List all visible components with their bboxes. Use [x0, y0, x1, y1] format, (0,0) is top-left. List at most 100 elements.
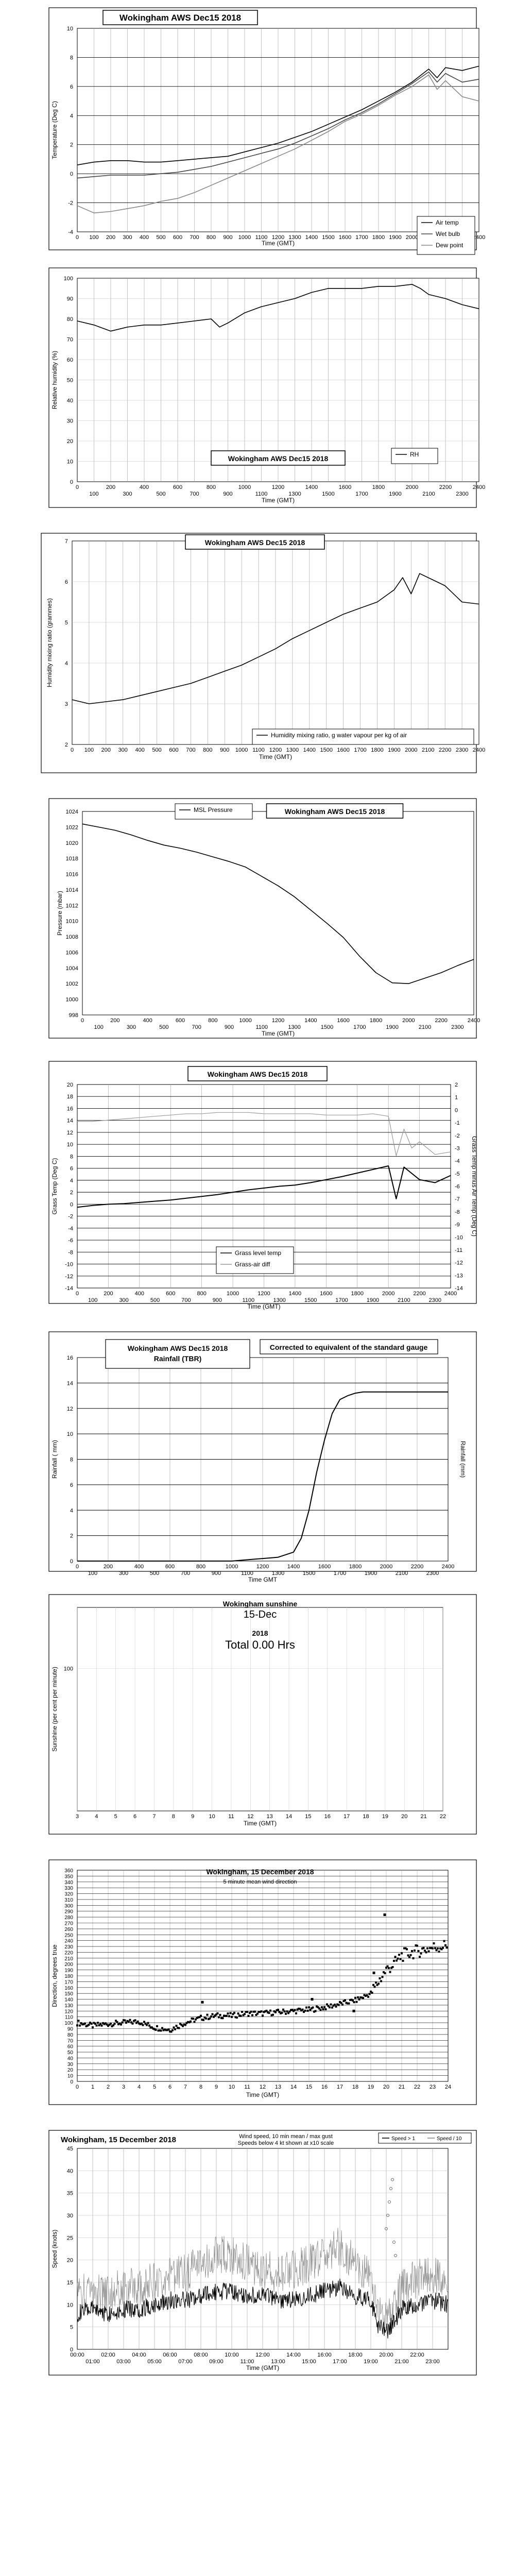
x-tick-label: 600	[166, 1291, 175, 1297]
y-tick-label: 998	[69, 1012, 78, 1019]
mixing-ratio-chart: Wokingham AWS Dec15 2018 2 3 4 5 6 7 0 100 200 300…	[41, 533, 485, 773]
y-tick-label: 5	[65, 620, 68, 626]
y-tick-label: 360	[64, 1868, 73, 1874]
y-tick-label: 0	[70, 479, 73, 485]
x-tick-label: 600	[169, 747, 178, 753]
x-tick-label: 1500	[322, 491, 334, 497]
scatter-point	[113, 2023, 116, 2025]
scatter-point	[184, 2024, 186, 2026]
scatter-point	[92, 2026, 94, 2029]
scatter-point	[363, 1994, 366, 1996]
y-tick-label: 2	[70, 1190, 73, 1196]
x-tick-label: 400	[135, 1291, 144, 1297]
x-tick-label: 2200	[435, 1018, 447, 1024]
x-tick-label: 21	[421, 1814, 427, 1820]
scatter-point	[87, 2024, 89, 2027]
scatter-point	[308, 2006, 310, 2009]
y-tick-label: 250	[64, 1933, 73, 1938]
scatter-point	[210, 2015, 212, 2018]
y-tick-label: 80	[67, 2032, 74, 2038]
scatter-point	[167, 2028, 170, 2031]
scatter-point	[228, 2015, 230, 2018]
scatter-point	[379, 1977, 381, 1979]
scatter-point	[80, 2022, 82, 2024]
scatter-point	[425, 1951, 427, 1954]
series-line-grass-air-diff	[77, 1112, 451, 1156]
scatter-point	[89, 2022, 91, 2024]
gust-points	[385, 2178, 397, 2257]
x-axis-label: Time (GMT)	[247, 1303, 280, 1310]
scatter-point	[281, 2011, 283, 2014]
total-label: Total 0.00 Hrs	[225, 1638, 295, 1651]
scatter-point	[188, 2021, 191, 2024]
scatter-point	[218, 2016, 220, 2019]
x-tick-label: 400	[134, 1564, 144, 1570]
scatter-point	[427, 1950, 430, 1953]
legend: MSL Pressure	[175, 803, 253, 820]
legend: Humidity mixing ratio, g water vapour pe…	[252, 728, 474, 745]
x-tick-label: 1900	[389, 491, 401, 497]
scatter-point	[221, 2017, 224, 2020]
scatter-point	[125, 2022, 127, 2024]
x-tick-label: 06:00	[163, 2352, 177, 2358]
x-tick-label: 1600	[339, 484, 351, 490]
x-tick-label: 16	[321, 2084, 328, 2090]
x-tick-label: 400	[140, 234, 149, 241]
x-tick-label: 19	[368, 2084, 374, 2090]
plot-area	[82, 811, 474, 1015]
scatter-point	[287, 2012, 289, 2014]
scatter-point	[336, 2003, 338, 2006]
y-tick-label: -12	[65, 1274, 73, 1280]
scatter-point	[260, 2010, 263, 2013]
y-tick-label: 12	[67, 1406, 73, 1412]
scatter-point	[231, 2015, 233, 2018]
scatter-point	[327, 2005, 330, 2007]
scatter-point	[159, 2029, 161, 2031]
scatter-point	[102, 2022, 104, 2024]
x-axis-label: Time (GMT)	[262, 1030, 295, 1037]
x-tick-label: 2100	[419, 1024, 431, 1030]
x-tick-label: 11	[228, 1814, 234, 1820]
scatter-point	[174, 2028, 176, 2030]
scatter-point	[355, 2001, 358, 2003]
x-tick-label: 18	[363, 1814, 369, 1820]
scatter-point	[409, 1954, 412, 1956]
scatter-point	[85, 2025, 88, 2027]
scatter-point	[411, 1950, 413, 1952]
y-tick-label: 140	[64, 1997, 73, 2003]
x-tick-label: 200	[104, 1291, 113, 1297]
x-tick-label: 400	[143, 1018, 152, 1024]
x-tick-label: 900	[223, 491, 232, 497]
scatter-point	[200, 2014, 202, 2017]
scatter-point	[178, 2027, 180, 2029]
x-tick-label: 8	[199, 2084, 202, 2090]
y-tick-label: 30	[67, 2213, 73, 2219]
scatter-point	[331, 2006, 333, 2009]
scatter-point	[318, 2007, 320, 2010]
y-tick-label: 16	[67, 1355, 73, 1361]
scatter-point	[239, 2014, 242, 2017]
y-tick-label: 70	[67, 2038, 74, 2044]
x-tick-label: 700	[190, 491, 199, 497]
y-tick-label: 0	[70, 171, 73, 177]
scatter-point	[211, 2013, 214, 2015]
x-tick-label: 0	[76, 1291, 79, 1297]
x-tick-label: 500	[156, 491, 165, 497]
scatter-point	[394, 1956, 397, 1958]
x-tick-label: 700	[190, 234, 199, 241]
x-tick-label: 2400	[473, 484, 485, 490]
scatter-point	[316, 2005, 318, 2008]
y-tick-label: 240	[64, 1939, 73, 1944]
scatter-point	[77, 2020, 80, 2022]
x-tick-label: 100	[84, 747, 94, 753]
scatter-point	[198, 2016, 201, 2019]
x-tick-label: 09:00	[209, 2359, 224, 2365]
x-tick-label: 03:00	[116, 2359, 131, 2365]
scatter-point	[340, 2002, 342, 2004]
y-tick-label: -6	[68, 1238, 73, 1244]
series-line-rainfall	[77, 1391, 448, 1562]
scatter-point	[90, 2023, 93, 2025]
scatter-point	[118, 2022, 121, 2025]
x-tick-label: 20	[401, 1814, 407, 1820]
